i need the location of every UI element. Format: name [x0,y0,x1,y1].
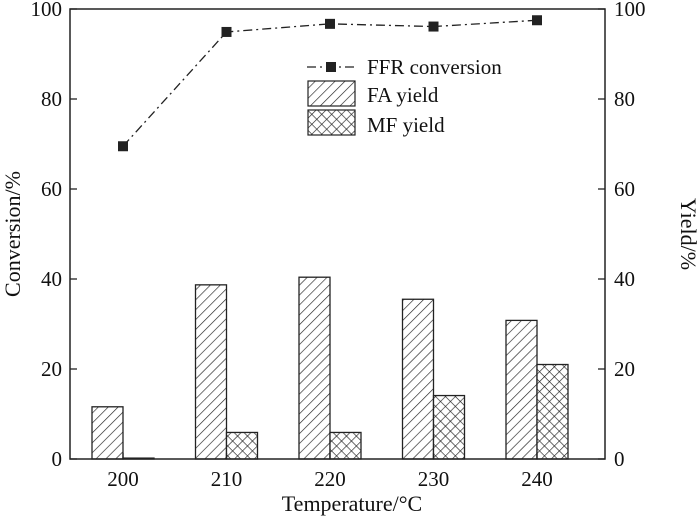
y-tick-label-left: 60 [41,177,62,201]
ffr-conversion-point [118,141,128,152]
legend-label-mf: MF yield [367,113,445,137]
y-axis-label-left: Conversion/% [0,171,25,297]
fa-yield-bar [298,276,331,460]
ticks: 0 0 20 20 40 40 60 60 80 80 100 100 200 210 220 230 240 [31,0,646,491]
y-tick-label-left: 20 [41,357,62,381]
y-tick-label-right: 20 [614,357,635,381]
fa-yield-bar [91,406,124,460]
x-tick-label: 210 [211,467,243,491]
ffr-conversion-point [325,18,335,29]
y-axis-label-right: Yield/% [676,198,700,270]
x-tick-label: 240 [521,467,553,491]
y-tick-label-right: 60 [614,177,635,201]
legend-label-fa: FA yield [367,83,439,107]
x-tick-label: 230 [418,467,450,491]
fa-yield-bar [401,298,435,460]
mf-yield-bar [329,431,362,460]
plot-frame [69,8,606,460]
y-tick-label-right: 40 [614,267,635,291]
x-tick-label: 200 [107,467,139,491]
mf-yield-bar [225,431,259,460]
y-tick-label-right: 100 [614,0,646,21]
y-tick-label-left: 100 [31,0,63,21]
y-tick-label-left: 80 [41,87,62,111]
fa-yield-bar [194,284,228,460]
legend-swatch-mf [307,109,356,136]
fa-yield-bar [505,319,538,460]
legend-label-ffr: FFR conversion [367,55,502,79]
y-tick-label-right: 0 [614,447,625,471]
ffr-conversion-point [221,26,232,37]
legend-marker [326,62,336,72]
mf-yield-bar [536,363,569,460]
ffr-conversion-point [428,21,439,32]
legend-swatch-fa [307,80,356,107]
y-tick-label-right: 80 [614,87,635,111]
bars [91,276,569,460]
legend: FFR conversion FA yield MF yield [307,55,502,137]
ffr-conversion-point [532,15,542,26]
x-axis-label: Temperature/°C [282,491,422,516]
y-tick-label-left: 40 [41,267,62,291]
ffr-conversion-line [122,19,538,147]
x-tick-label: 220 [314,467,346,491]
y-tick-label-left: 0 [52,447,63,471]
conversion-line [118,15,542,152]
mf-yield-bar [432,394,466,460]
